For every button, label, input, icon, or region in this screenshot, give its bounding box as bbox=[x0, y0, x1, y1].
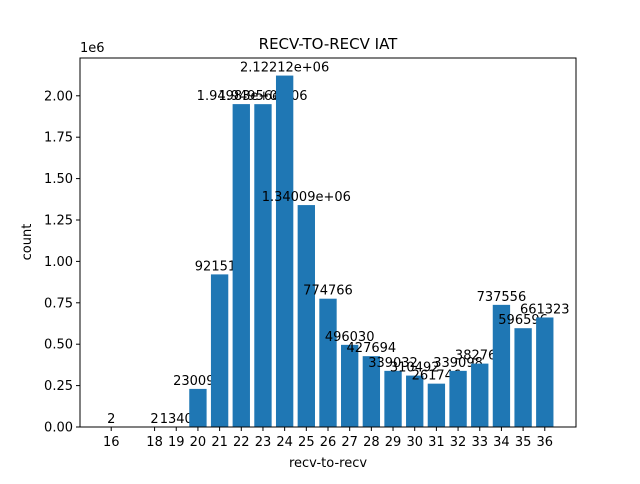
x-tick-label: 25 bbox=[298, 435, 315, 450]
y-tick-label: 1.75 bbox=[44, 131, 73, 146]
bar bbox=[341, 345, 358, 427]
x-tick-label: 18 bbox=[146, 435, 163, 450]
x-tick-label: 36 bbox=[537, 435, 554, 450]
y-tick-label: 1.00 bbox=[44, 255, 73, 270]
y-axis-label: count bbox=[20, 224, 35, 261]
bar bbox=[254, 104, 271, 427]
bar-value-label: 1.94956e+06 bbox=[218, 89, 307, 104]
y-tick-label: 0.50 bbox=[44, 338, 73, 353]
bar-value-label: 1340 bbox=[160, 412, 193, 427]
x-tick-label: 16 bbox=[103, 435, 120, 450]
x-tick-label: 21 bbox=[211, 435, 228, 450]
bar-value-label: 427694 bbox=[347, 341, 397, 356]
y-tick-label: 2.00 bbox=[44, 89, 73, 104]
x-tick-label: 23 bbox=[255, 435, 272, 450]
bar bbox=[211, 274, 228, 427]
x-tick-label: 26 bbox=[320, 435, 337, 450]
bar-value-label: 2 bbox=[150, 412, 158, 427]
x-tick-label: 35 bbox=[515, 435, 532, 450]
bar bbox=[276, 76, 293, 427]
x-tick-label: 28 bbox=[363, 435, 380, 450]
x-tick-label: 34 bbox=[493, 435, 510, 450]
bar-value-label: 661323 bbox=[520, 302, 570, 317]
y-tick-label: 1.25 bbox=[44, 213, 73, 228]
bar bbox=[319, 299, 336, 427]
bar bbox=[233, 104, 250, 427]
bar bbox=[536, 317, 553, 427]
y-tick-label: 0.75 bbox=[44, 296, 73, 311]
bar bbox=[471, 364, 488, 427]
x-tick-label: 33 bbox=[471, 435, 488, 450]
y-tick-label: 0.00 bbox=[44, 421, 73, 436]
bar bbox=[428, 384, 445, 427]
bar-value-label: 737556 bbox=[477, 290, 527, 305]
bar-value-label: 774766 bbox=[303, 284, 353, 299]
x-tick-label: 29 bbox=[385, 435, 402, 450]
bar bbox=[514, 328, 531, 427]
x-tick-label: 22 bbox=[233, 435, 250, 450]
bar bbox=[384, 371, 401, 427]
bar-value-label: 1.34009e+06 bbox=[262, 190, 351, 205]
y-tick-label: 0.25 bbox=[44, 379, 73, 394]
x-tick-label: 19 bbox=[168, 435, 185, 450]
bar bbox=[298, 205, 315, 427]
bar-value-label: 2 bbox=[107, 412, 115, 427]
bar bbox=[449, 371, 466, 427]
y-tick-label: 1.50 bbox=[44, 172, 73, 187]
x-tick-label: 24 bbox=[276, 435, 293, 450]
y-offset-label: 1e6 bbox=[80, 41, 105, 56]
bar-value-label: 2.12212e+06 bbox=[240, 61, 329, 76]
x-tick-label: 30 bbox=[406, 435, 423, 450]
chart-title: RECV-TO-RECV IAT bbox=[259, 35, 399, 53]
bar bbox=[189, 389, 206, 427]
x-tick-label: 20 bbox=[190, 435, 207, 450]
x-tick-label: 27 bbox=[341, 435, 358, 450]
x-axis-label: recv-to-recv bbox=[289, 456, 367, 471]
x-tick-label: 32 bbox=[450, 435, 467, 450]
x-tick-label: 31 bbox=[428, 435, 445, 450]
